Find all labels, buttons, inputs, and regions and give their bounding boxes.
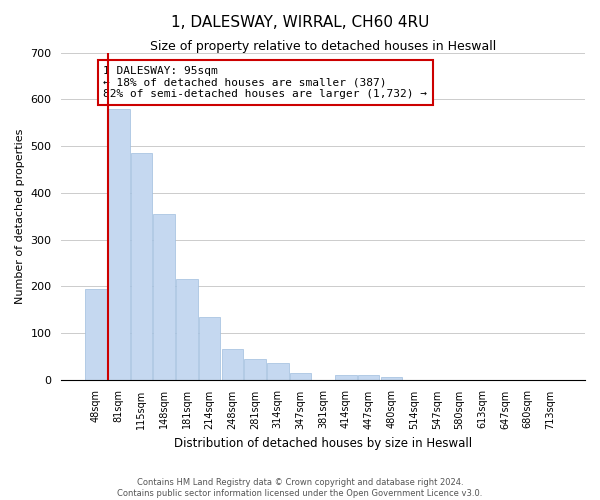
Bar <box>131 153 152 380</box>
Bar <box>199 316 220 380</box>
X-axis label: Distribution of detached houses by size in Heswall: Distribution of detached houses by size … <box>174 437 472 450</box>
Bar <box>335 375 357 380</box>
Bar <box>290 372 311 380</box>
Text: 1, DALESWAY, WIRRAL, CH60 4RU: 1, DALESWAY, WIRRAL, CH60 4RU <box>171 15 429 30</box>
Bar <box>85 288 107 380</box>
Bar <box>108 109 130 380</box>
Bar <box>154 214 175 380</box>
Y-axis label: Number of detached properties: Number of detached properties <box>15 128 25 304</box>
Title: Size of property relative to detached houses in Heswall: Size of property relative to detached ho… <box>150 40 496 53</box>
Bar <box>176 279 197 380</box>
Bar <box>221 349 243 380</box>
Bar <box>358 375 379 380</box>
Text: 1 DALESWAY: 95sqm
← 18% of detached houses are smaller (387)
82% of semi-detache: 1 DALESWAY: 95sqm ← 18% of detached hous… <box>103 66 427 99</box>
Text: Contains HM Land Registry data © Crown copyright and database right 2024.
Contai: Contains HM Land Registry data © Crown c… <box>118 478 482 498</box>
Bar <box>244 358 266 380</box>
Bar <box>380 377 402 380</box>
Bar <box>267 363 289 380</box>
